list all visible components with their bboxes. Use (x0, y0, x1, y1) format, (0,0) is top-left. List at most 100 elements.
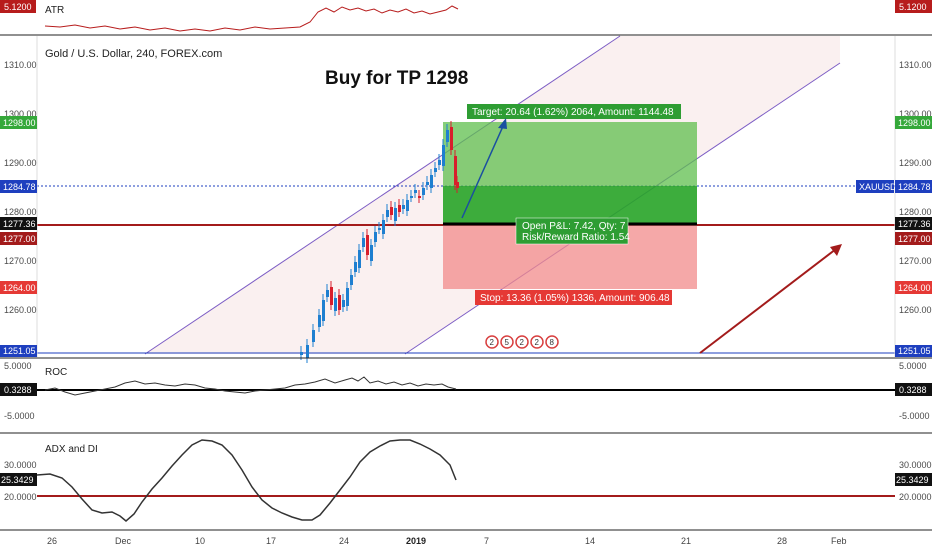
candle-body (410, 196, 413, 198)
candle-body (406, 200, 409, 211)
date-label: 26 (47, 536, 57, 546)
svg-text:Target: 20.64 (1.62%) 2064, Am: Target: 20.64 (1.62%) 2064, Amount: 1144… (472, 107, 674, 118)
svg-text:1251.05: 1251.05 (898, 346, 931, 356)
target-label-box: Target: 20.64 (1.62%) 2064, Amount: 1144… (467, 104, 681, 119)
symbol-title: Gold / U.S. Dollar, 240, FOREX.com (45, 48, 222, 60)
svg-text:1277.36: 1277.36 (3, 219, 36, 229)
symbol-tag: XAUUSD (859, 182, 897, 192)
roc-tick-right: -5.0000 (899, 411, 930, 421)
svg-text:1298.00: 1298.00 (898, 118, 931, 128)
candle-body (456, 182, 459, 188)
adx-pane[interactable]: ADX and DI 30.0000 20.0000 30.0000 20.00… (0, 439, 932, 522)
svg-text:5.1200: 5.1200 (899, 2, 927, 12)
event-badge-count: 2 (535, 338, 540, 347)
price-tag-target: 1298.00 1298.00 (0, 116, 932, 129)
date-label: 17 (266, 536, 276, 546)
event-badge-icon[interactable] (530, 335, 544, 349)
adx-value-tag: 25.3429 25.3429 (0, 473, 932, 486)
svg-text:1284.78: 1284.78 (3, 182, 36, 192)
candle-body (386, 210, 389, 217)
event-badges[interactable]: 2 5 2 2 8 (485, 335, 559, 349)
candle-body (382, 220, 385, 234)
candle-body (362, 238, 365, 247)
candle-body (374, 232, 377, 242)
adx-tick-left: 20.0000 (4, 492, 37, 502)
adx-tick-right: 20.0000 (899, 492, 932, 502)
price-tick-right: 1260.00 (899, 305, 932, 315)
candle-body (330, 287, 333, 305)
date-label: Dec (115, 536, 132, 546)
svg-text:1298.00: 1298.00 (3, 118, 36, 128)
candle-body (378, 228, 381, 230)
candle-body (322, 300, 325, 321)
candle-body (346, 288, 349, 306)
candle-body (338, 295, 341, 310)
event-badge-icon[interactable] (515, 335, 529, 349)
roc-tick-left: 5.0000 (4, 361, 32, 371)
event-badge-count: 8 (550, 338, 555, 347)
svg-text:1284.78: 1284.78 (898, 182, 931, 192)
roc-tick-left: -5.0000 (4, 411, 35, 421)
price-tick-right: 1310.00 (899, 60, 932, 70)
svg-text:0.3288: 0.3288 (4, 385, 32, 395)
price-tag-entry: 1277.36 1277.36 (0, 217, 932, 230)
blue-arrow (461, 118, 507, 219)
price-tick-left: 1280.00 (4, 207, 37, 217)
time-axis[interactable]: 26 Dec 10 17 24 2019 7 14 21 28 Feb (0, 529, 932, 546)
svg-text:Open P&L: 7.42, Qty: 7: Open P&L: 7.42, Qty: 7 (522, 221, 626, 232)
candle-body (342, 300, 345, 307)
svg-text:1277.00: 1277.00 (898, 234, 931, 244)
event-badge-count: 2 (520, 338, 525, 347)
profit-zone (443, 186, 697, 224)
event-badge-count: 5 (505, 338, 510, 347)
candle-body (454, 156, 457, 185)
svg-text:1277.36: 1277.36 (898, 219, 931, 229)
date-label: 14 (585, 536, 595, 546)
candlestick-series (300, 121, 459, 363)
main-price-pane[interactable]: Target: 20.64 (1.62%) 2064, Amount: 1144… (0, 35, 932, 363)
event-badge-icon[interactable] (545, 335, 559, 349)
candle-body (312, 330, 315, 342)
candle-body (450, 127, 453, 150)
price-tag-current: 1284.78 XAUUSD 1284.78 (0, 180, 932, 193)
svg-text:1264.00: 1264.00 (898, 283, 931, 293)
atr-title: ATR (45, 5, 64, 16)
candle-body (306, 345, 309, 358)
svg-text:1251.05: 1251.05 (3, 346, 36, 356)
atr-line (44, 5, 459, 32)
price-tick-left: 1270.00 (4, 256, 37, 266)
candle-body (354, 262, 357, 272)
candle-body (414, 190, 417, 193)
long-position-tool[interactable]: Target: 20.64 (1.62%) 2064, Amount: 1144… (443, 104, 697, 305)
candle-body (370, 245, 373, 261)
adx-tick-right: 30.0000 (899, 460, 932, 470)
svg-text:Risk/Reward Ratio: 1.54: Risk/Reward Ratio: 1.54 (522, 232, 630, 243)
candle-body (418, 196, 421, 198)
candle-body (422, 188, 425, 195)
price-axis[interactable]: 1310.00 1300.00 1290.00 1280.00 1270.00 … (4, 36, 932, 357)
price-tick-right: 1300.00 (899, 109, 932, 119)
event-badge-icon[interactable] (500, 335, 514, 349)
roc-line (44, 376, 457, 396)
candle-body (350, 275, 353, 285)
candle-body (318, 315, 321, 327)
roc-pane[interactable]: ROC 5.0000 -5.0000 5.0000 -5.0000 0.3288… (0, 361, 932, 421)
adx-line (36, 439, 457, 522)
atr-value-tag: 5.1200 5.1200 (0, 0, 932, 13)
channel-upper-line (144, 35, 621, 355)
date-label: 24 (339, 536, 349, 546)
candle-body (402, 205, 405, 209)
date-label: Feb (831, 536, 847, 546)
candle-body (426, 182, 429, 185)
svg-text:25.3429: 25.3429 (1, 475, 34, 485)
price-tag-level: 1277.00 1277.00 (0, 232, 932, 245)
adx-title: ADX and DI (45, 444, 98, 455)
target-zone (443, 122, 697, 186)
svg-text:1277.00: 1277.00 (3, 234, 36, 244)
candle-body (300, 352, 303, 355)
red-arrow (699, 244, 842, 354)
price-tag-bottom: 1251.05 1251.05 (0, 345, 932, 357)
date-label: 10 (195, 536, 205, 546)
event-badge-icon[interactable] (485, 335, 499, 349)
